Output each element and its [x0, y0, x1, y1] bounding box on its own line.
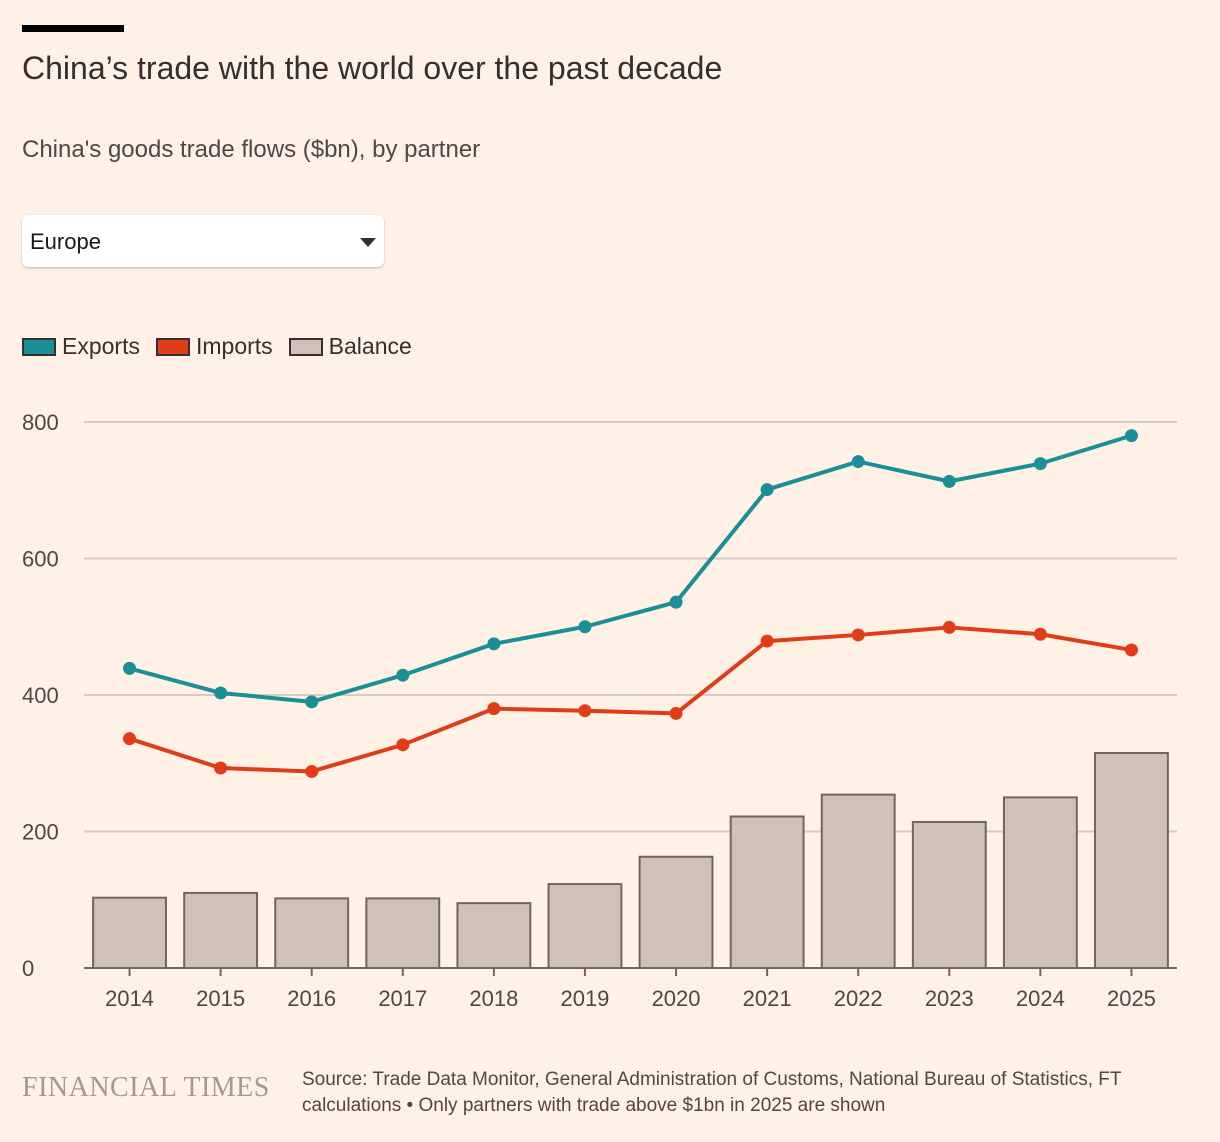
point-imports-2025 — [1124, 643, 1138, 657]
bar-balance-2016 — [274, 897, 350, 970]
x-tick-label-2025: 2025 — [1107, 986, 1156, 1011]
legend-swatch-imports — [155, 337, 190, 356]
x-tick-label-2021: 2021 — [743, 986, 792, 1011]
legend-item-imports: Imports — [155, 333, 273, 360]
y-tick-label-600: 600 — [22, 547, 59, 572]
x-tick-label-2017: 2017 — [378, 986, 427, 1011]
point-imports-2014 — [123, 732, 137, 746]
bar-balance-2020 — [638, 855, 714, 969]
legend-item-exports: Exports — [22, 333, 140, 360]
chart-title: China’s trade with the world over the pa… — [22, 50, 723, 86]
bar-balance-2018 — [456, 902, 532, 970]
legend-label-exports: Exports — [62, 333, 140, 359]
bar-balance-2023 — [911, 820, 987, 969]
chart-legend: Exports Imports Balance — [22, 333, 428, 360]
legend-swatch-exports — [22, 337, 56, 356]
legend-item-balance: Balance — [288, 333, 412, 360]
y-tick-label-0: 0 — [22, 956, 34, 981]
source-note: Source: Trade Data Monitor, General Admi… — [302, 1069, 1122, 1116]
point-exports-2021 — [760, 483, 774, 497]
point-imports-2016 — [305, 764, 319, 778]
ft-logo: FINANCIAL TIMES — [22, 1072, 270, 1103]
point-exports-2018 — [487, 637, 501, 651]
x-tick-label-2022: 2022 — [834, 986, 883, 1011]
x-tick-label-2015: 2015 — [196, 986, 245, 1011]
line-imports — [127, 625, 1134, 774]
point-imports-2024 — [1033, 627, 1047, 641]
bar-balance-2017 — [365, 897, 441, 970]
point-exports-2016 — [305, 695, 319, 709]
x-tick-label-2016: 2016 — [287, 986, 336, 1011]
y-tick-label-800: 800 — [22, 410, 59, 435]
bar-balance-2019 — [547, 883, 623, 969]
bar-balance-2025 — [1094, 752, 1169, 970]
point-exports-2020 — [669, 595, 683, 609]
bar-balance-2021 — [729, 815, 805, 969]
y-tick-label-400: 400 — [22, 683, 59, 708]
x-tick-label-2020: 2020 — [652, 986, 701, 1011]
x-tick-label-2014: 2014 — [105, 986, 154, 1011]
x-tick-label-2023: 2023 — [925, 986, 974, 1011]
chart-subtitle: China's goods trade flows ($bn), by part… — [22, 136, 481, 163]
point-imports-2018 — [487, 702, 501, 716]
point-imports-2019 — [578, 704, 592, 718]
x-tick-label-2024: 2024 — [1016, 986, 1065, 1011]
bar-balance-2024 — [1002, 796, 1078, 969]
bar-balance-2014 — [92, 896, 167, 970]
point-exports-2017 — [396, 668, 410, 682]
brand-bar — [22, 25, 124, 32]
point-exports-2025 — [1124, 429, 1138, 443]
trade-chart: 0 200 400 600 800 2014 2015 2016 2017 2018 2019 202… — [22, 410, 1177, 1011]
legend-label-balance: Balance — [328, 333, 412, 359]
point-imports-2015 — [214, 761, 228, 775]
legend-swatch-balance — [288, 337, 323, 356]
x-tick-label-2019: 2019 — [560, 986, 609, 1011]
point-exports-2023 — [942, 474, 956, 488]
point-imports-2020 — [669, 706, 683, 720]
point-imports-2022 — [851, 628, 865, 642]
legend-label-imports: Imports — [195, 333, 273, 359]
point-imports-2021 — [760, 634, 774, 648]
point-exports-2014 — [123, 661, 137, 675]
x-tick-label-2018: 2018 — [469, 986, 518, 1011]
partner-dropdown-value: Europe — [30, 229, 101, 254]
point-exports-2015 — [214, 686, 228, 700]
point-imports-2023 — [942, 620, 956, 634]
bar-balance-2022 — [820, 793, 896, 969]
point-exports-2024 — [1033, 457, 1047, 471]
line-exports — [127, 433, 1134, 704]
chevron-down-icon — [360, 238, 376, 247]
point-imports-2017 — [396, 738, 410, 752]
point-exports-2019 — [578, 620, 592, 634]
partner-dropdown[interactable]: Europe — [22, 215, 384, 267]
point-exports-2022 — [851, 455, 865, 469]
bar-balance-2015 — [183, 891, 259, 969]
y-tick-label-200: 200 — [22, 820, 59, 845]
